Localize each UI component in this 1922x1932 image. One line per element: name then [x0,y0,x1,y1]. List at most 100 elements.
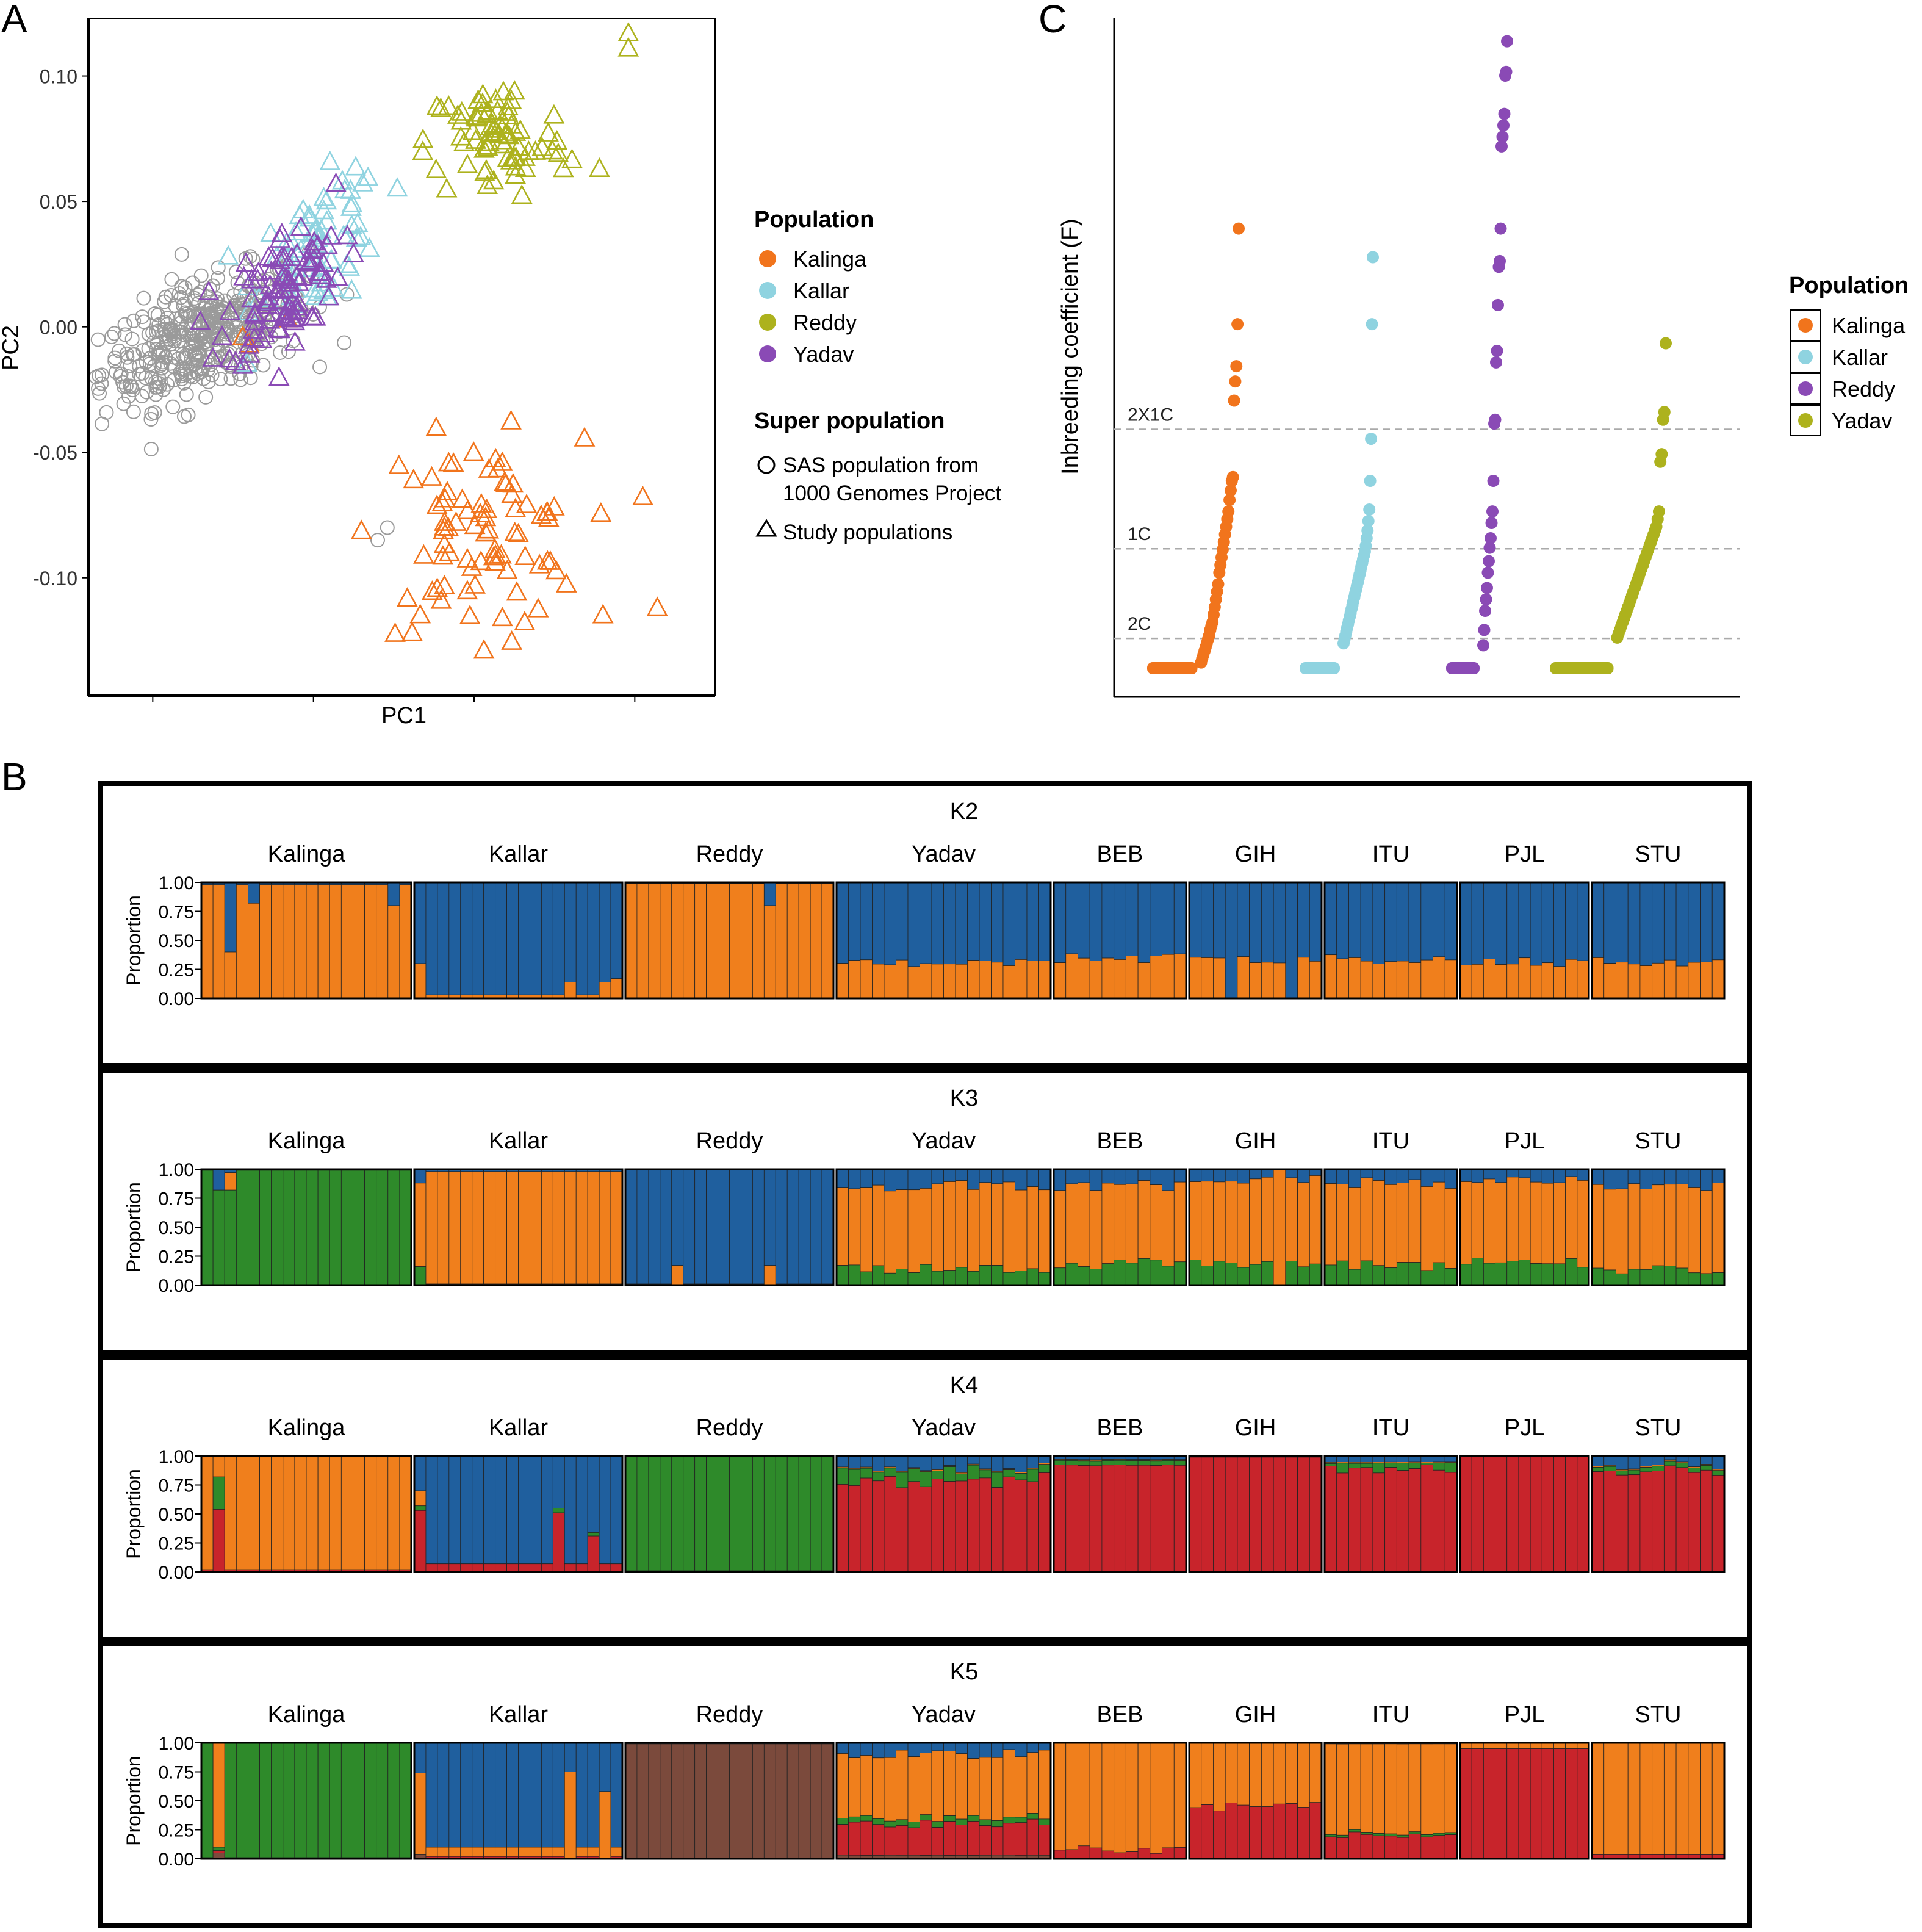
admixture-bar-segment [518,882,530,995]
admixture-bar-segment [212,1169,225,1191]
pca-triangle-point [238,300,259,320]
admixture-bar-segment [1201,1169,1214,1182]
admixture-bar-segment [1002,1742,1015,1750]
admixture-bar-segment [1125,1460,1139,1466]
pca-triangle-point [511,184,533,204]
admixture-bar-segment [1518,1748,1531,1859]
admixture-bar-segment [1089,1742,1103,1848]
f-point [1480,593,1492,606]
admixture-bar-segment [1150,1460,1162,1466]
admixture-bar-segment [1324,1466,1337,1573]
admixture-bar-segment [1053,962,1067,999]
f-point [1363,503,1376,516]
admixture-bar-segment [1591,1471,1605,1573]
admixture-bar-segment [671,1455,684,1571]
admixture-facet-box [98,1355,1752,1642]
pca-triangle-point [514,610,536,630]
admixture-bar-segment [201,1170,214,1286]
f-point [1487,475,1500,488]
admixture-bar-segment [1285,1457,1298,1573]
admixture-bar-segment [1002,1272,1015,1286]
legend-kalinga-dot [759,250,776,267]
pca-circle-point [95,416,110,431]
pca-circle-point [117,317,132,332]
admixture-bar-segment [1591,1267,1605,1286]
admixture-bar-segment [1201,1804,1214,1859]
pca-y-axis-label: PC2 [0,325,24,370]
admixture-bar-segment [1038,960,1051,999]
admixture-bar-segment [1324,1743,1337,1835]
admixture-bar-segment [1591,1467,1605,1472]
admixture-bar-segment [1459,964,1472,999]
admixture-bar-segment [248,882,260,904]
admixture-bar-segment [564,1772,577,1859]
admixture-group-frame [1188,1168,1323,1286]
admixture-bar-segment [1372,1180,1386,1266]
admixture-bar-segment [836,1742,849,1754]
admixture-bar-segment [1541,1455,1554,1573]
admixture-bar-segment [1053,1742,1067,1851]
admixture-bar-segment [212,1847,225,1851]
admixture-bar-segment [1336,958,1349,999]
admixture-bar-segment [329,1742,342,1858]
admixture-group-frame [835,1455,1052,1573]
admixture-bar-segment [1444,1188,1458,1269]
admixture-bar-segment [1324,1455,1337,1463]
admixture-bar-segment [1150,956,1162,999]
admixture-bar-segment [872,1265,885,1286]
admixture-bar-segment [1675,1467,1689,1573]
admixture-group-label: STU [1635,1415,1682,1441]
pca-triangle-point [514,146,536,166]
admixture-bar-segment [530,1847,542,1857]
admixture-group-label: Kallar [489,1128,548,1154]
admixture-bar-segment [848,1757,861,1817]
pca-triangle-point [469,502,491,522]
admixture-bar-segment [1336,1260,1349,1286]
pca-triangle-point [284,331,306,351]
admixture-bar-segment [1530,1169,1542,1183]
pca-triangle-point [313,279,335,299]
legend-reddy-label: Reddy [793,310,857,335]
admixture-bar-segment [1518,1169,1531,1178]
admixture-bar-segment [1675,1183,1689,1269]
admixture-bar-segment [1114,1742,1126,1853]
admixture-bar-segment [414,1169,427,1184]
admixture-bar-segment [1711,959,1725,999]
pca-circle-point [121,389,136,404]
admixture-bar-segment [884,964,896,999]
admixture-bar-segment [884,1468,896,1477]
pca-circle-point [163,356,178,371]
admixture-bar-segment [1348,1169,1361,1188]
admixture-bar-segment [798,883,811,999]
admixture-bar-segment [1700,1455,1713,1465]
admixture-facet-title: K4 [950,1372,978,1398]
f-point [1478,624,1491,636]
admixture-bar-segment [1348,1743,1361,1830]
admixture-bar-segment [1553,1263,1566,1286]
pca-circle-point [165,399,181,414]
pca-triangle-point [500,89,522,109]
admixture-group-frame [1459,1168,1590,1286]
pca-circle-point [179,387,194,402]
pca-triangle-point [315,190,337,210]
pca-triangle-point [538,121,559,142]
admixture-bar-segment [1384,961,1397,999]
admixture-bar-segment [1237,1804,1250,1859]
admixture-bar-segment [506,1847,519,1857]
admixture-bar-segment [741,1743,753,1859]
admixture-group-frame [1323,881,1458,1000]
admixture-bar-segment [414,1266,427,1286]
pca-triangle-point [539,550,561,570]
admixture-bar-segment [1444,882,1458,961]
admixture-bar-segment [283,1742,295,1858]
admixture-group-label: GIH [1235,1702,1276,1728]
admixture-bar-segment [1336,882,1349,959]
f-point [1233,222,1245,235]
admixture-bar-segment [872,964,885,999]
admixture-bar-segment [1688,1742,1701,1855]
admixture-bar-segment [1627,882,1641,965]
admixture-bar-segment [1495,1262,1508,1286]
admixture-bar-segment [472,1847,484,1857]
admixture-bar-segment [1114,959,1126,999]
pca-triangle-point [386,177,408,197]
